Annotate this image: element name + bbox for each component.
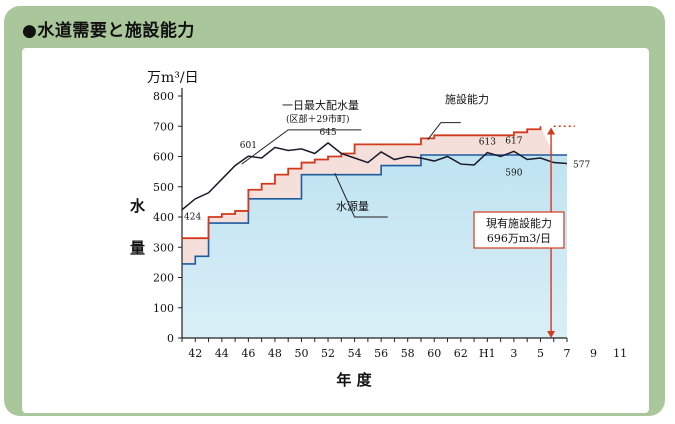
legend-source: 水源量 xyxy=(336,199,369,213)
water-demand-chart: 万m³/日 水 量 年 度 0 100 200 300 400 500 600 700 800 4… xyxy=(130,70,627,389)
capacity-arrow-head-top xyxy=(547,127,556,135)
x-tick-label-3: 48 xyxy=(268,347,282,360)
legend-capacity: 施設能力 xyxy=(445,92,489,106)
y-tick-label-700: 700 xyxy=(153,120,174,133)
data-label-617: 617 xyxy=(505,136,522,146)
y-axis-unit: 万m³/日 xyxy=(147,70,199,86)
legend-max-distribution: 一日最大配水量 xyxy=(282,98,359,112)
chart-frame: ●水道需要と施設能力 万m³/日 水 量 年 度 0 100 200 300 400 50… xyxy=(4,6,665,416)
capacity-callout-line1: 現有施設能力 xyxy=(486,216,552,230)
x-tick-label-12: 3 xyxy=(510,347,517,360)
x-tick-label-14: 7 xyxy=(564,347,571,360)
data-label-645: 645 xyxy=(319,128,336,138)
y-tick-label-300: 300 xyxy=(153,241,174,254)
x-tick-label-2: 46 xyxy=(241,347,255,360)
x-tick-label-15: 9 xyxy=(590,347,597,360)
data-label-590: 590 xyxy=(505,169,522,179)
capacity-band-fill xyxy=(182,126,554,264)
water-source-fill xyxy=(182,154,567,338)
x-tick-label-0: 42 xyxy=(188,347,202,360)
legend-max-distribution-leader xyxy=(241,129,362,165)
y-tick-label-100: 100 xyxy=(153,302,174,315)
legend-max-distribution-sub: (区部＋29市町) xyxy=(286,113,349,125)
y-axis-label-2: 量 xyxy=(130,239,145,257)
data-label-601: 601 xyxy=(240,141,257,151)
plot-area: 0 100 200 300 400 500 600 700 800 42 44 46 48 50 52 54 5… xyxy=(153,88,627,360)
x-tick-label-11: H1 xyxy=(479,347,496,360)
y-tick-label-0: 0 xyxy=(167,332,174,345)
x-tick-label-1: 44 xyxy=(215,347,229,360)
y-tick-label-400: 400 xyxy=(153,211,174,224)
y-tick-label-600: 600 xyxy=(153,151,174,164)
y-tick-label-800: 800 xyxy=(153,90,174,103)
x-tick-label-10: 62 xyxy=(454,347,468,360)
legend-capacity-leader xyxy=(427,122,461,141)
chart-title: ●水道需要と施設能力 xyxy=(22,21,195,41)
x-tick-label-13: 5 xyxy=(537,347,544,360)
x-tick-label-4: 50 xyxy=(294,347,308,360)
y-axis-label-1: 水 xyxy=(130,197,146,215)
series-capacity-line xyxy=(182,126,542,240)
capacity-callout-box xyxy=(473,211,565,249)
legend-source-leader xyxy=(334,172,388,218)
series-water-source-line xyxy=(182,154,567,265)
x-tick-label-16: 11 xyxy=(613,347,627,360)
y-tick-label-200: 200 xyxy=(153,272,174,285)
x-axis-label: 年 度 xyxy=(336,371,372,389)
data-label-424: 424 xyxy=(184,213,201,223)
data-label-613: 613 xyxy=(479,138,496,148)
x-tick-label-9: 60 xyxy=(427,347,441,360)
chart-panel: 万m³/日 水 量 年 度 0 100 200 300 400 500 600 700 800 4… xyxy=(22,48,649,413)
x-tick-label-6: 54 xyxy=(348,347,362,360)
x-tick-label-8: 58 xyxy=(401,347,415,360)
x-tick-label-7: 56 xyxy=(374,347,388,360)
y-tick-label-500: 500 xyxy=(153,181,174,194)
capacity-arrow-head-bottom xyxy=(547,331,556,338)
x-tick-label-5: 52 xyxy=(321,347,335,360)
series-max-distribution-line xyxy=(181,141,568,211)
data-label-577: 577 xyxy=(573,160,590,170)
capacity-callout-line2: 696万m3/日 xyxy=(487,232,551,245)
